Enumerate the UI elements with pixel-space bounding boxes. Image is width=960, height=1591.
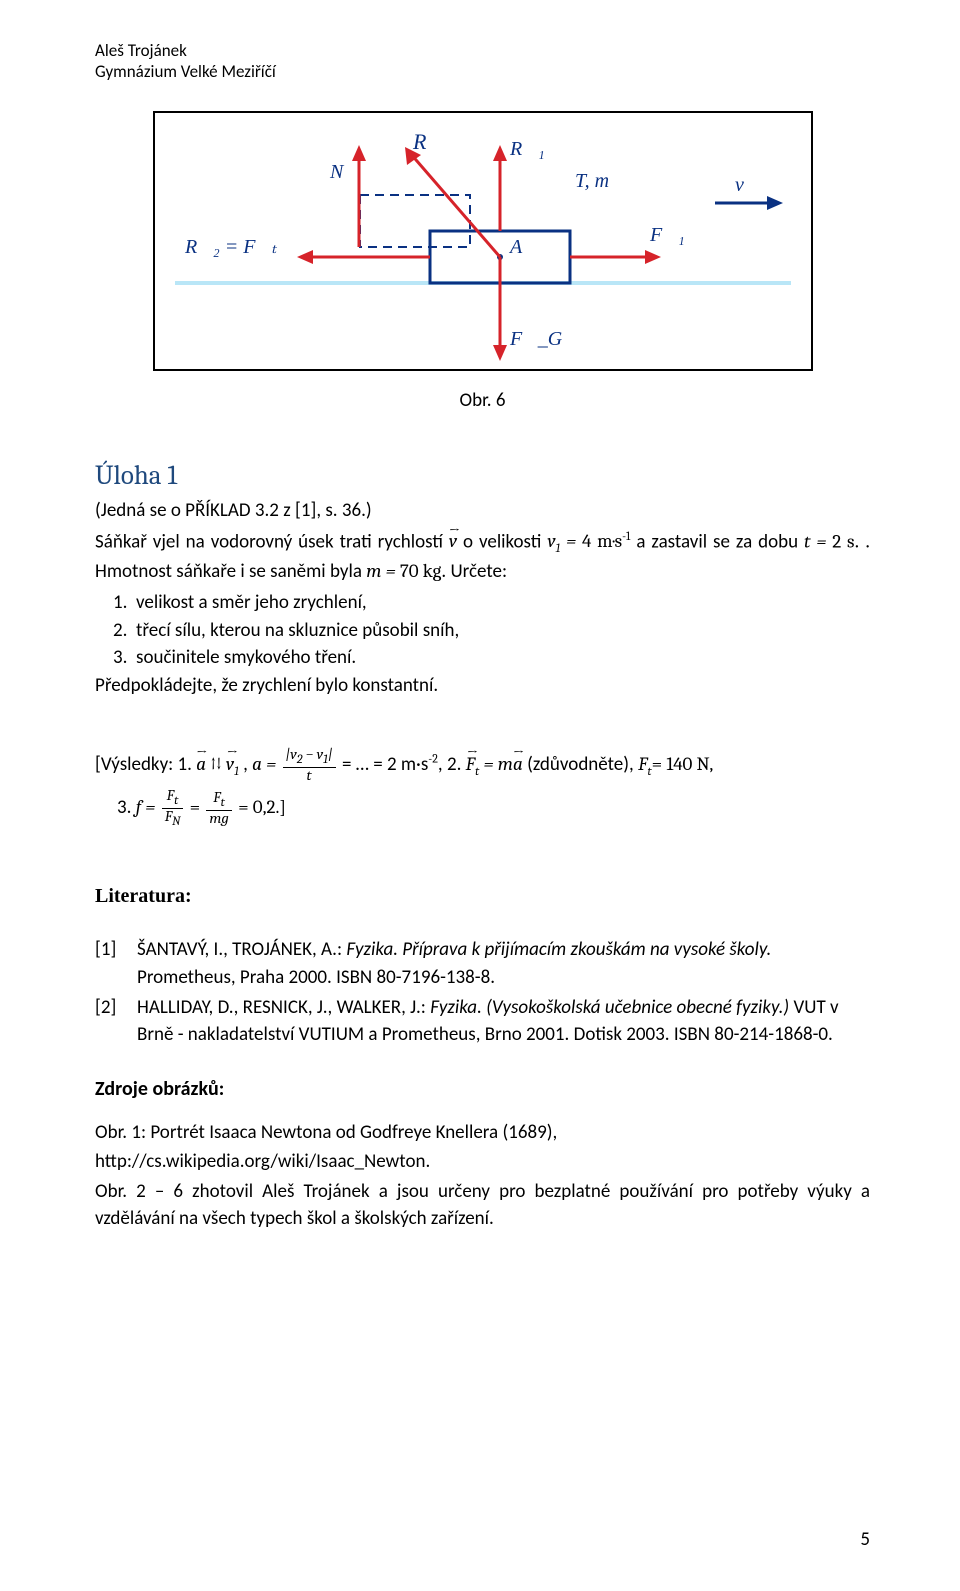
svg-text:R⃗₁: R⃗₁ bbox=[509, 138, 545, 160]
t-value: t = 2 s bbox=[804, 530, 854, 552]
task-assumption: Předpokládejte, že zrychlení bylo konsta… bbox=[95, 672, 870, 700]
svg-text:T, m: T, m bbox=[575, 170, 609, 192]
task-item-1: 1. velikost a směr jeho zrychlení, bbox=[137, 589, 870, 617]
v1-value: v1 = 4 m·s bbox=[547, 530, 622, 552]
image-sources-heading: Zdroje obrázků: bbox=[95, 1077, 870, 1101]
ref-num-1: [1] bbox=[95, 936, 137, 964]
results-lead: [Výsledky: 1. bbox=[95, 753, 196, 776]
svg-text:R⃗₂ = F⃗ₜ: R⃗₂ = F⃗ₜ bbox=[184, 236, 278, 258]
mid3: (zdůvodněte), bbox=[523, 753, 638, 776]
figure-6: R⃗₂ = F⃗ₜ N⃗ R⃗ R⃗₁ T, m A F⃗₁ v⃗ F⃗_G bbox=[153, 111, 813, 371]
mid1: = … = 2 m·s bbox=[342, 753, 428, 776]
frac-Ft-mg: Ft mg bbox=[206, 790, 231, 827]
comma: , bbox=[239, 753, 252, 776]
vec-a: a bbox=[196, 751, 206, 779]
source-line-2: http://cs.wikipedia.org/wiki/Isaac_Newto… bbox=[95, 1148, 870, 1176]
results-line2: 3. f = Ft FN = Ft mg = 0,2.] bbox=[117, 788, 870, 829]
task-body-a: Sáňkař vjel na vodorovný úsek trati rych… bbox=[95, 530, 449, 553]
reference-2: [2]HALLIDAY, D., RESNICK, J., WALKER, J.… bbox=[95, 994, 870, 1049]
source-line-1: Obr. 1: Portrét Isaaca Newtona od Godfre… bbox=[95, 1119, 870, 1147]
vec-a2: a bbox=[513, 751, 523, 779]
svg-text:v⃗: v⃗ bbox=[735, 174, 759, 196]
svg-text:R⃗: R⃗ bbox=[412, 129, 444, 154]
task-title: Úloha 1 bbox=[95, 460, 870, 491]
header-school: Gymnázium Velké Meziříčí bbox=[95, 61, 870, 82]
a-eq: a = bbox=[252, 753, 276, 775]
task-body-b: o velikosti bbox=[457, 530, 547, 553]
page-number: 5 bbox=[860, 1528, 870, 1551]
ref-num-2: [2] bbox=[95, 994, 137, 1022]
source-line-3: Obr. 2 – 6 zhotovil Aleš Trojánek a jsou… bbox=[95, 1178, 870, 1233]
frac-dv-t: |v2 − v1| t bbox=[283, 747, 336, 784]
m-value: m = 70 kg bbox=[366, 560, 441, 582]
task-list: 1. velikost a směr jeho zrychlení, 2. tř… bbox=[95, 589, 870, 672]
line3a: 3. bbox=[117, 796, 136, 819]
f-result: = 0,2.] bbox=[238, 796, 286, 818]
antiparallel-icon: ↑↓ bbox=[210, 753, 221, 775]
Ft-140: Ft bbox=[638, 753, 652, 775]
svg-text:F⃗_G: F⃗_G bbox=[509, 328, 563, 350]
eq-ma: = m bbox=[484, 753, 513, 775]
figure-caption: Obr. 6 bbox=[95, 389, 870, 412]
results-line1: [Výsledky: 1. a ↑↓ v1 , a = |v2 − v1| t … bbox=[95, 747, 870, 784]
task-item-2: 2. třecí sílu, kterou na skluznice působ… bbox=[137, 617, 870, 645]
vec-v: v bbox=[449, 528, 457, 556]
vec-v1: v1 bbox=[226, 751, 239, 780]
reference-1: [1]ŠANTAVÝ, I., TROJÁNEK, A.: Fyzika. Př… bbox=[95, 936, 870, 991]
wiki-link[interactable]: http://cs.wikipedia.org/wiki/Isaac_Newto… bbox=[95, 1150, 430, 1173]
task-body: Sáňkař vjel na vodorovný úsek trati rych… bbox=[95, 528, 870, 585]
Ft-140-val: = 140 N, bbox=[652, 753, 714, 775]
frac-Ft-Fn: Ft FN bbox=[162, 788, 184, 829]
literature-heading: Literatura: bbox=[95, 885, 870, 908]
figure-svg: R⃗₂ = F⃗ₜ N⃗ R⃗ R⃗₁ T, m A F⃗₁ v⃗ F⃗_G bbox=[155, 113, 811, 369]
svg-text:F⃗₁: F⃗₁ bbox=[649, 224, 685, 246]
task-reference: (Jedná se o PŘÍKLAD 3.2 z [1], s. 36.) bbox=[95, 497, 870, 525]
f-eq: f = bbox=[136, 796, 156, 818]
svg-text:A: A bbox=[508, 236, 523, 258]
page-header: Aleš Trojánek Gymnázium Velké Meziříčí bbox=[95, 40, 870, 83]
exp-m2: -2 bbox=[428, 752, 438, 766]
task-item-3: 3. součinitele smykového tření. bbox=[137, 644, 870, 672]
vec-Ft: Ft bbox=[466, 751, 480, 780]
eq-sign: = bbox=[190, 796, 205, 818]
task-body-c: a zastavil se za dobu bbox=[630, 530, 804, 553]
header-author: Aleš Trojánek bbox=[95, 40, 870, 61]
svg-text:N⃗: N⃗ bbox=[329, 161, 359, 183]
mid2: , 2. bbox=[438, 753, 466, 776]
task-body-e: . Určete: bbox=[441, 560, 507, 583]
